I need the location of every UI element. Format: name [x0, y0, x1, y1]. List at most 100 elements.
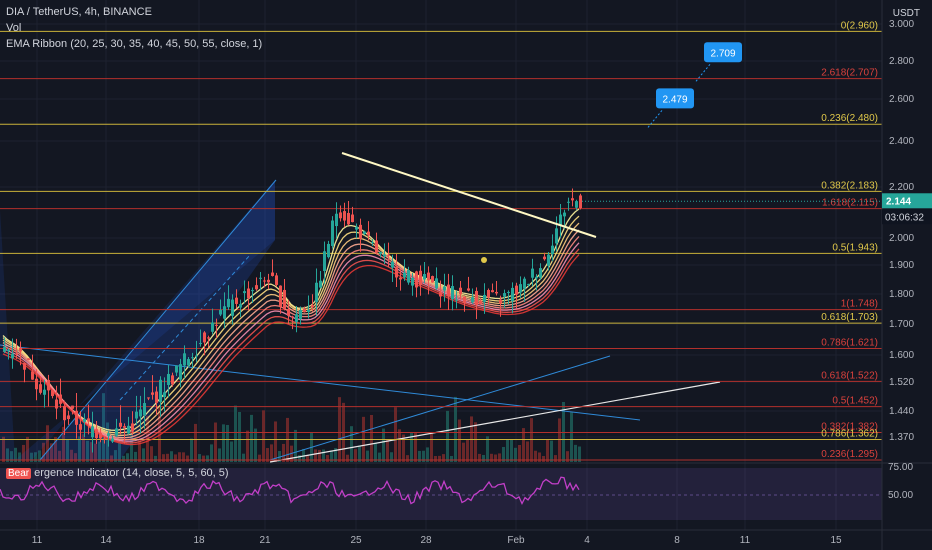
- volume-bar: [286, 417, 289, 462]
- candle-body: [143, 403, 146, 416]
- volume-bar: [50, 443, 53, 462]
- volume-bar: [542, 455, 545, 462]
- candle-body: [63, 405, 66, 421]
- candle-body: [499, 299, 502, 304]
- volume-bar: [10, 451, 13, 462]
- candle-body: [571, 198, 574, 201]
- candle-body: [211, 322, 214, 332]
- channel-line: [39, 179, 277, 461]
- ema-line: [2, 208, 580, 431]
- volume-bar: [166, 453, 169, 462]
- time-tick: 21: [259, 535, 271, 546]
- volume-bar: [406, 455, 409, 462]
- volume-bar: [66, 439, 69, 462]
- volume-bar: [414, 432, 417, 462]
- candle-body: [567, 201, 570, 203]
- countdown-tag: [882, 209, 932, 225]
- candle-body: [419, 270, 422, 286]
- fib-label: 0(2.960): [841, 20, 878, 31]
- candle-body: [155, 391, 158, 403]
- volume-bar: [210, 444, 213, 462]
- signal-dot: [481, 257, 487, 263]
- volume-bar: [154, 455, 157, 462]
- candle-body: [459, 287, 462, 295]
- candle-body: [131, 423, 134, 432]
- candle-body: [199, 343, 202, 345]
- candle-body: [39, 384, 42, 393]
- volume-bar: [326, 454, 329, 462]
- rsi-tick: 75.00: [888, 462, 913, 473]
- price-tick: 1.440: [889, 406, 914, 417]
- volume-bar: [134, 451, 137, 462]
- candle-body: [299, 310, 302, 319]
- ema-ribbon-legend[interactable]: EMA Ribbon (20, 25, 30, 35, 40, 45, 50, …: [6, 38, 263, 50]
- time-tick: 11: [32, 535, 43, 546]
- candle-body: [31, 371, 34, 380]
- candle-body: [407, 270, 410, 283]
- candle-body: [103, 438, 106, 440]
- volume-bar: [446, 410, 449, 462]
- volume-bar: [390, 452, 393, 462]
- candle-body: [227, 298, 230, 308]
- volume-bar: [182, 452, 185, 462]
- volume-bar: [102, 393, 105, 462]
- volume-bar: [562, 401, 565, 462]
- fib-label: 0.786(1.362): [821, 428, 878, 439]
- candle-body: [447, 284, 450, 297]
- volume-bar: [126, 453, 129, 462]
- volume-bar: [222, 424, 225, 462]
- volume-bar: [530, 418, 533, 462]
- candle-body: [551, 245, 554, 255]
- volume-bar: [138, 439, 141, 462]
- volume-bar: [266, 448, 269, 462]
- candle-body: [351, 214, 354, 223]
- candle-body: [511, 287, 514, 302]
- volume-bar: [394, 407, 397, 462]
- price-tick: 3.000: [889, 19, 914, 30]
- trend-channel: [0, 179, 721, 463]
- candle-body: [359, 224, 362, 239]
- candle-body: [251, 290, 254, 292]
- volume-bar: [74, 453, 77, 462]
- volume-bar: [550, 440, 553, 462]
- fib-label: 0.5(1.452): [832, 396, 878, 407]
- price-tick: 2.000: [889, 233, 914, 244]
- symbol-title[interactable]: DIA / TetherUS, 4h, BINANCE: [6, 6, 152, 18]
- candle-body: [431, 276, 434, 283]
- price-tick: 1.900: [889, 260, 914, 271]
- candle-body: [423, 274, 426, 280]
- time-tick: 18: [193, 535, 205, 546]
- volume-bar: [566, 451, 569, 462]
- candle-body: [503, 293, 506, 297]
- rising-white-line: [269, 381, 721, 463]
- fib-levels: 0(2.960) 2.618(2.707) 0.236(2.480) 0.382(2.…: [0, 20, 882, 461]
- volume-legend[interactable]: Vol: [6, 22, 22, 34]
- candle-body: [579, 195, 582, 209]
- volume-bar: [86, 440, 89, 462]
- rsi-tick: 50.00: [888, 490, 913, 501]
- ema-line: [2, 235, 580, 441]
- volume-bar: [70, 449, 73, 462]
- volume-bar: [462, 442, 465, 462]
- support-line: [0, 344, 641, 421]
- candle-body: [27, 358, 30, 360]
- candle-body: [183, 353, 186, 366]
- rsi-legend[interactable]: Bear ergence Indicator (14, close, 5, 5, …: [6, 467, 229, 479]
- candle-body: [319, 280, 322, 288]
- candle-body: [519, 284, 522, 293]
- volume-bar: [274, 421, 277, 462]
- candle-body: [95, 429, 98, 439]
- candle-body: [243, 291, 246, 294]
- time-tick: 8: [674, 535, 680, 546]
- candle-body: [55, 399, 58, 409]
- fib-label: 0.786(1.621): [821, 337, 878, 348]
- candle-body: [343, 211, 346, 221]
- volume-bar: [514, 447, 517, 462]
- volume-bar: [214, 422, 217, 462]
- price-callouts: 2.709 2.479: [647, 42, 742, 128]
- volume-bar: [354, 449, 357, 462]
- volume-bar: [98, 441, 101, 462]
- volume-bar: [554, 455, 557, 462]
